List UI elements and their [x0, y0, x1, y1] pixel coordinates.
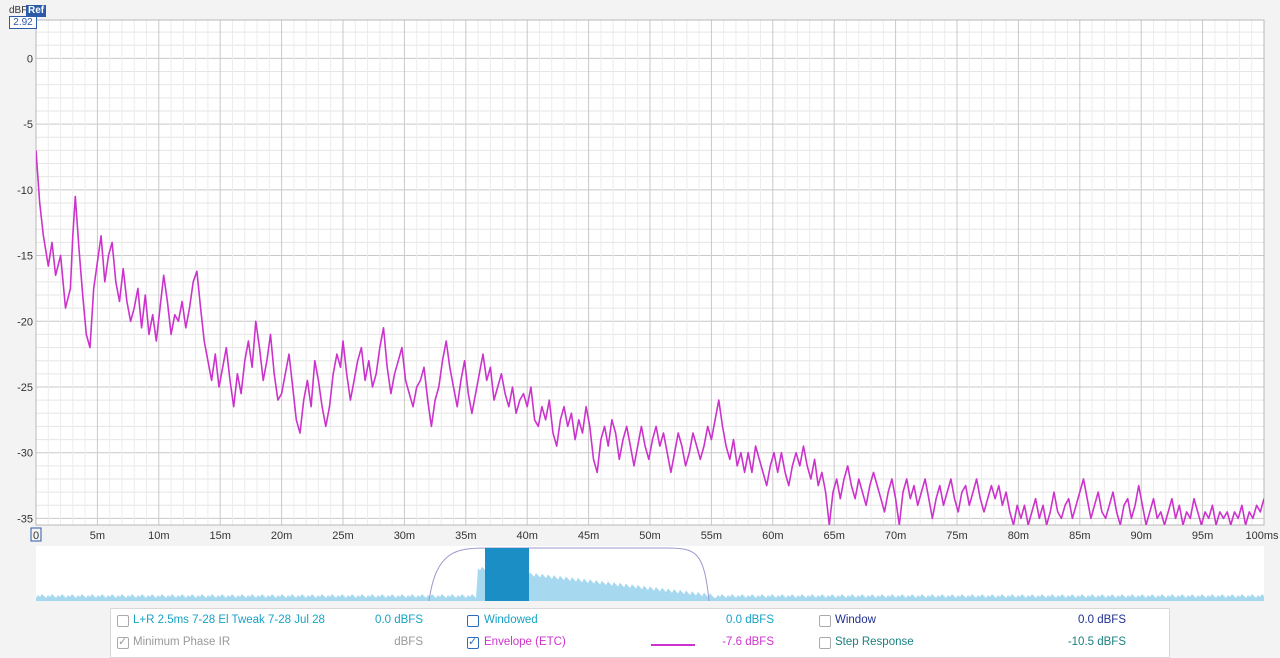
legend-value-step: -10.5 dBFS	[1067, 636, 1126, 648]
axis-ticks: 0-5-10-15-20-25-30-350 5m 10m 15m 20m 25m 30m 3…	[17, 53, 1279, 542]
legend-label-min-phase: Minimum Phase IR	[133, 636, 231, 648]
x-tick-label: 75m	[946, 530, 967, 542]
legend-value-envelope: -7.6 dBFS	[722, 636, 774, 648]
y-tick-label: 0	[27, 53, 33, 65]
x-tick-label: 70m	[885, 530, 906, 542]
x-origin-marker[interactable]	[30, 527, 42, 542]
x-tick-label: 100ms	[1245, 530, 1279, 542]
legend-swatch-envelope	[651, 644, 695, 646]
y-tick-label: -35	[17, 513, 33, 525]
x-tick-label: 40m	[516, 530, 537, 542]
y-tick-label: -5	[23, 119, 33, 131]
ref-badge[interactable]: Ref	[26, 5, 47, 17]
y-axis-unit: dBFS	[9, 5, 35, 16]
legend-value-window: 0.0 dBFS	[1078, 614, 1126, 626]
legend-label-window: Window	[835, 614, 876, 626]
x-tick-label: 5m	[90, 530, 105, 542]
legend-label-windowed: Windowed	[484, 614, 538, 626]
overview-waveform	[36, 566, 1264, 601]
x-tick-label: 10m	[148, 530, 169, 542]
overview-layer	[36, 547, 1264, 601]
overview-selection[interactable]	[485, 548, 529, 601]
y-tick-label: -10	[17, 185, 33, 197]
x-tick-label: 80m	[1008, 530, 1029, 542]
y-tick-label: -25	[17, 382, 33, 394]
x-tick-label: 50m	[639, 530, 660, 542]
x-tick-label: 85m	[1069, 530, 1090, 542]
x-tick-label: 25m	[332, 530, 353, 542]
x-tick-label: 95m	[1192, 530, 1213, 542]
grid	[35, 19, 1265, 526]
checkbox-minimum-phase[interactable]	[117, 635, 129, 649]
x-tick-label: 0	[33, 530, 39, 542]
series-layer	[36, 150, 1264, 525]
checkbox-step-response[interactable]	[819, 637, 831, 649]
legend-label-lr: L+R 2.5ms 7-28 El Tweak 7-28 Jul 28	[133, 614, 325, 626]
y-tick-label: -30	[17, 448, 33, 460]
checkbox-envelope[interactable]	[467, 635, 479, 649]
x-tick-label: 45m	[578, 530, 599, 542]
x-tick-label: 35m	[455, 530, 476, 542]
x-tick-label: 60m	[762, 530, 783, 542]
legend-value-windowed: 0.0 dBFS	[726, 614, 774, 626]
etc-plot[interactable]: 0-5-10-15-20-25-30-350 5m 10m 15m 20m 25m 30m 3…	[0, 0, 1280, 545]
x-tick-label: 55m	[701, 530, 722, 542]
plot-frame	[35, 19, 1265, 526]
y-tick-label: -15	[17, 251, 33, 263]
legend-label-envelope: Envelope (ETC)	[484, 636, 566, 648]
legend-label-step: Step Response	[835, 636, 914, 648]
checkbox-window[interactable]	[819, 615, 831, 627]
legend-panel: L+R 2.5ms 7-28 El Tweak 7-28 Jul 28 0.0 …	[110, 608, 1170, 658]
overview-strip[interactable]	[36, 546, 1264, 601]
checkbox-lr-measurement[interactable]	[117, 615, 129, 627]
legend-value-min-phase: dBFS	[394, 636, 423, 648]
x-tick-label: 15m	[209, 530, 230, 542]
legend-row-2: Minimum Phase IR dBFS Envelope (ETC) -7.…	[111, 633, 1169, 653]
checkbox-windowed[interactable]	[467, 615, 479, 627]
legend-row-1: L+R 2.5ms 7-28 El Tweak 7-28 Jul 28 0.0 …	[111, 611, 1169, 631]
x-tick-label: 20m	[271, 530, 292, 542]
ref-value-field[interactable]: 2.92	[9, 16, 37, 29]
series-line-etc	[36, 150, 1264, 525]
x-tick-label: 30m	[394, 530, 415, 542]
x-tick-label: 65m	[823, 530, 844, 542]
y-tick-label: -20	[17, 316, 33, 328]
legend-value-lr: 0.0 dBFS	[375, 614, 423, 626]
x-tick-label: 90m	[1130, 530, 1151, 542]
